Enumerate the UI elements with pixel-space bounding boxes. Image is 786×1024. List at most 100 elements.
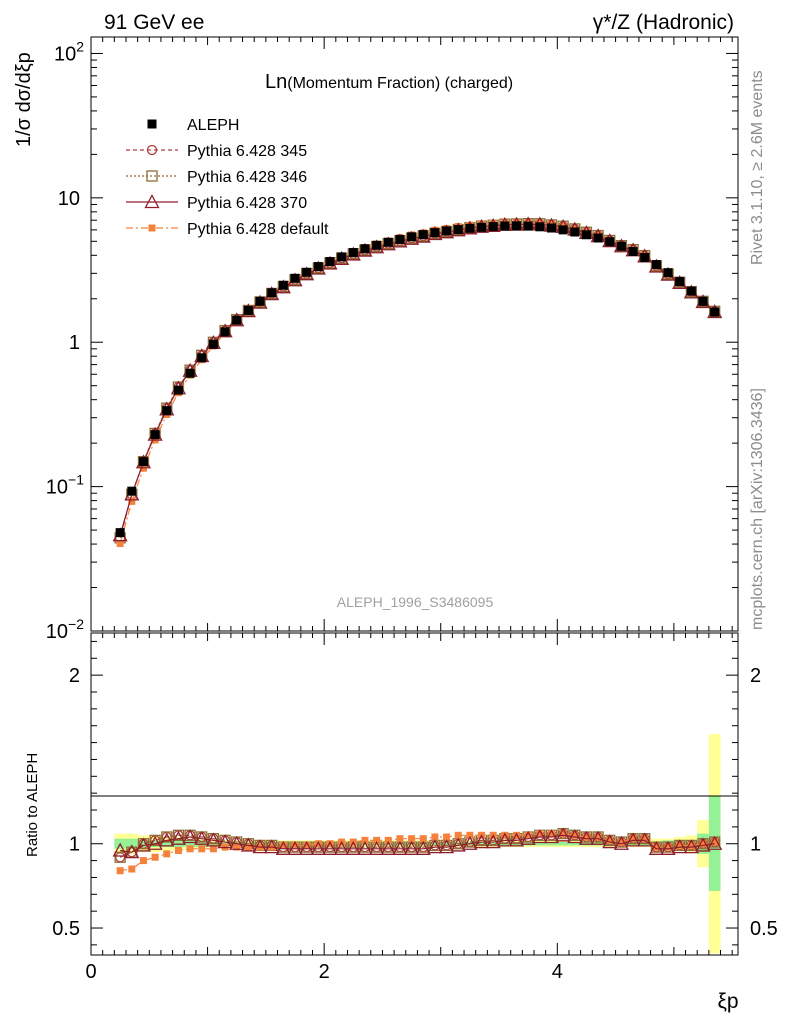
main-ytick-label: 1	[69, 332, 80, 354]
ratio-point-pdef	[396, 835, 404, 843]
point-aleph	[325, 257, 335, 267]
point-aleph	[337, 252, 347, 262]
ratio-point-p370	[194, 830, 210, 845]
ratio-point-p370	[695, 837, 711, 852]
ratio-point-p370	[672, 839, 688, 854]
point-aleph	[138, 457, 148, 467]
ratio-point-pdef	[466, 831, 474, 839]
point-aleph	[488, 222, 498, 232]
ratio-point-pdef	[687, 841, 695, 849]
mcplots-label: mcplots.cern.ch [arXiv:1306.3436]	[749, 388, 766, 630]
point-aleph	[605, 237, 615, 247]
point-aleph	[173, 385, 183, 395]
point-aleph	[535, 222, 545, 232]
ratio-point-pdef	[536, 830, 544, 838]
point-aleph	[372, 240, 382, 250]
point-aleph	[453, 225, 463, 235]
legend-marker-pdef	[148, 224, 156, 232]
legend-label-pdef: Pythia 6.428 default	[187, 221, 329, 238]
ratio-point-p370	[602, 834, 618, 849]
ratio-panel: 0.5 0.5 1 1 2 2 0 2 4 Ratio to ALEPH ξp	[24, 632, 778, 1013]
point-aleph	[208, 339, 218, 349]
x-axis-label: ξp	[717, 990, 738, 1013]
ratio-point-pdef	[198, 845, 206, 853]
ratio-point-pdef	[571, 831, 579, 839]
ratio-point-p370	[625, 832, 641, 847]
series-line-p370	[119, 223, 716, 536]
main-ytick-label: 10−1	[46, 472, 84, 499]
point-aleph	[663, 268, 673, 278]
ratio-ytick-label: 0.5	[52, 918, 80, 940]
ratio-point-p370	[543, 829, 560, 844]
panel-title-main: Ln	[265, 71, 287, 93]
ratio-point-pdef	[384, 836, 392, 844]
point-aleph	[395, 234, 405, 244]
ratio-point-pdef	[303, 841, 311, 849]
ratio-point-p370	[240, 837, 256, 852]
ratio-point-pdef	[419, 835, 427, 843]
panel-title: Ln(Momentum Fraction) (charged)	[265, 71, 513, 93]
point-aleph	[255, 296, 265, 306]
point-aleph	[243, 305, 253, 315]
point-aleph	[465, 223, 475, 233]
ratio-point-p370	[310, 840, 326, 855]
band-stat	[405, 842, 418, 846]
ratio-series	[112, 827, 723, 875]
ratio-point-p370	[578, 830, 595, 845]
legend-label-p370: Pythia 6.428 370	[187, 195, 307, 212]
ratio-point-pdef	[559, 830, 567, 838]
ratio-point-p370	[264, 839, 280, 854]
ratio-line-p345	[119, 833, 715, 858]
ratio-ytick-label-right: 1	[750, 834, 761, 856]
ratio-point-pdef	[151, 853, 159, 861]
ratio-point-pdef	[279, 841, 287, 849]
rivet-label: Rivet 3.1.10, ≥ 2.6M events	[749, 70, 766, 265]
ratio-point-pdef	[163, 850, 171, 858]
point-aleph	[162, 406, 172, 416]
ratio-point-p370	[508, 832, 525, 847]
ratio-point-p370	[473, 834, 490, 849]
ratio-point-pdef	[174, 846, 182, 854]
ratio-point-pdef	[594, 833, 602, 841]
ratio-point-pdef	[652, 843, 660, 851]
point-pdef	[128, 497, 136, 505]
ratio-point-p346	[172, 829, 185, 841]
mcplots-label-group: mcplots.cern.ch [arXiv:1306.3436]	[749, 388, 766, 630]
ratio-point-pdef	[186, 845, 194, 853]
ratio-point-p346	[149, 834, 161, 847]
ratio-point-pdef	[291, 841, 299, 849]
legend-label-aleph: ALEPH	[187, 117, 239, 134]
ratio-point-p370	[380, 840, 396, 855]
band-stat	[440, 842, 453, 846]
ratio-point-p370	[147, 835, 163, 850]
series-pdef	[116, 219, 719, 548]
legend-marker-p345	[146, 144, 158, 156]
ratio-line-pdef	[120, 833, 715, 872]
ratio-point-p370	[217, 834, 233, 849]
ratio-point-p370	[229, 835, 245, 850]
band-stat	[125, 838, 138, 849]
point-aleph	[686, 286, 696, 296]
point-aleph	[197, 353, 207, 363]
point-aleph	[267, 288, 277, 298]
point-aleph	[593, 233, 603, 243]
ratio-point-pdef	[513, 831, 521, 839]
header-right: γ*/Z (Hadronic)	[593, 11, 734, 34]
band-stat	[545, 842, 558, 846]
point-aleph	[570, 227, 580, 237]
ratio-point-p370	[392, 840, 408, 855]
ratio-point-pdef	[443, 833, 451, 841]
ratio-point-pdef	[664, 843, 672, 851]
ratio-point-pdef	[711, 838, 719, 846]
ratio-point-p370	[322, 840, 338, 855]
point-aleph	[220, 327, 230, 337]
ratio-point-p370	[427, 839, 443, 854]
point-aleph	[185, 368, 195, 378]
ratio-point-pdef	[582, 833, 590, 841]
point-aleph	[302, 267, 312, 277]
ratio-series-p370	[112, 827, 723, 859]
xtick-label: 0	[85, 961, 96, 983]
ratio-point-pdef	[454, 831, 462, 839]
band-stat	[137, 840, 150, 848]
